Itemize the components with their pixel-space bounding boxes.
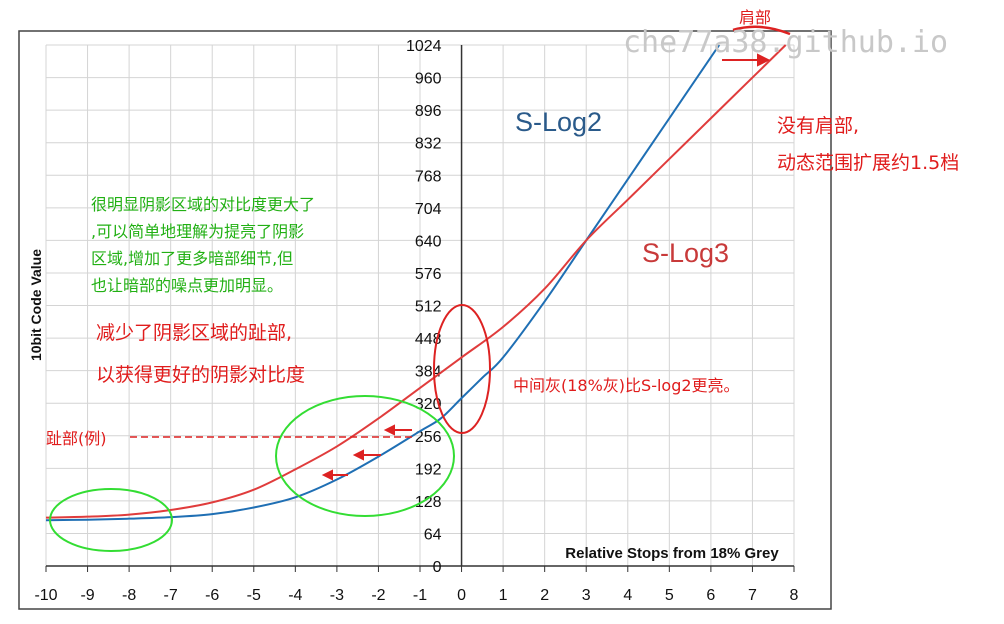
- y-tick-label: 256: [415, 429, 442, 446]
- x-axis-title: Relative Stops from 18% Grey: [565, 545, 779, 562]
- series-line-slog3: [45, 44, 787, 519]
- y-tick-label: 832: [415, 136, 442, 153]
- x-tick-label: 7: [748, 587, 757, 604]
- annotation-toe-reduce-1: 减少了阴影区域的趾部,: [96, 322, 292, 344]
- arrow-icon: [383, 424, 412, 436]
- annotation-toe-example: 趾部(例): [46, 429, 107, 448]
- x-tick-label: 2: [540, 587, 549, 604]
- annotation-no-shoulder-2: 动态范围扩展约1.5档: [777, 152, 959, 174]
- x-tick-label: -7: [164, 587, 178, 604]
- x-tick-label: 3: [582, 587, 591, 604]
- y-tick-label: 64: [424, 526, 442, 543]
- shoulder-bracket: [732, 25, 791, 36]
- y-axis-title: 10bit Code Value: [28, 249, 44, 361]
- x-tick-label: -8: [122, 587, 136, 604]
- annotation-contrast-2: ,可以简单地理解为提亮了阴影: [91, 222, 304, 241]
- x-tick-label: -6: [205, 587, 219, 604]
- mid-grey-ellipse: [433, 304, 491, 434]
- annotation-shoulder: 肩部: [739, 8, 771, 27]
- x-tick-label: -2: [371, 587, 385, 604]
- toe-ellipse-center: [275, 395, 455, 517]
- x-tick-label: 4: [623, 587, 632, 604]
- x-tick-label: 6: [706, 587, 715, 604]
- annotation-mid-grey: 中间灰(18%灰)比S-log2更亮。: [513, 376, 740, 395]
- y-tick-label: 896: [415, 103, 442, 120]
- y-tick-label: 192: [415, 461, 442, 478]
- arrow-icon: [722, 53, 771, 67]
- arrow-icon: [352, 449, 381, 461]
- annotation-contrast-1: 很明显阴影区域的对比度更大了: [91, 195, 315, 214]
- x-tick-label: -10: [34, 587, 57, 604]
- y-tick-label: 128: [415, 494, 442, 511]
- y-tick-label: 960: [415, 71, 442, 88]
- y-tick-label: 640: [415, 233, 442, 250]
- annotation-no-shoulder-1: 没有肩部,: [777, 115, 859, 137]
- x-tick-label: 5: [665, 587, 674, 604]
- x-tick-label: -1: [413, 587, 427, 604]
- y-tick-label: 768: [415, 168, 442, 185]
- annotation-contrast-4: 也让暗部的噪点更加明显。: [91, 276, 283, 295]
- y-tick-labels: 0641281922563203844485125766407047688328…: [406, 38, 442, 576]
- x-tick-label: -9: [80, 587, 94, 604]
- y-tick-label: 0: [433, 559, 442, 576]
- y-tick-label: 576: [415, 266, 442, 283]
- toe-ellipse-left: [49, 488, 173, 552]
- x-tick-label: -4: [288, 587, 302, 604]
- y-tick-label: 704: [415, 201, 442, 218]
- y-tick-label: 384: [415, 364, 442, 381]
- arrow-icon: [321, 469, 348, 481]
- annotation-toe-reduce-2: 以获得更好的阴影对比度: [96, 364, 305, 386]
- x-tick-label: 1: [499, 587, 508, 604]
- series-label-slog3: S-Log3: [642, 238, 729, 268]
- series-label-slog2: S-Log2: [515, 107, 602, 137]
- y-tick-label: 1024: [406, 38, 442, 55]
- x-tick-label: 0: [457, 587, 466, 604]
- x-tick-label: 8: [790, 587, 799, 604]
- y-tick-label: 512: [415, 299, 442, 316]
- x-tick-label: -3: [330, 587, 344, 604]
- grid: [45, 44, 795, 567]
- y-tick-label: 448: [415, 331, 442, 348]
- x-tick-label: -5: [247, 587, 261, 604]
- x-tick-labels: -10 -9 -8 -7 -6 -5 -4 -3 -2 -1 0 1 2 3 4 5 6 7 8: [34, 587, 798, 604]
- annotation-contrast-3: 区域,增加了更多暗部细节,但: [91, 249, 293, 268]
- watermark: che77a38.github.io: [623, 25, 948, 60]
